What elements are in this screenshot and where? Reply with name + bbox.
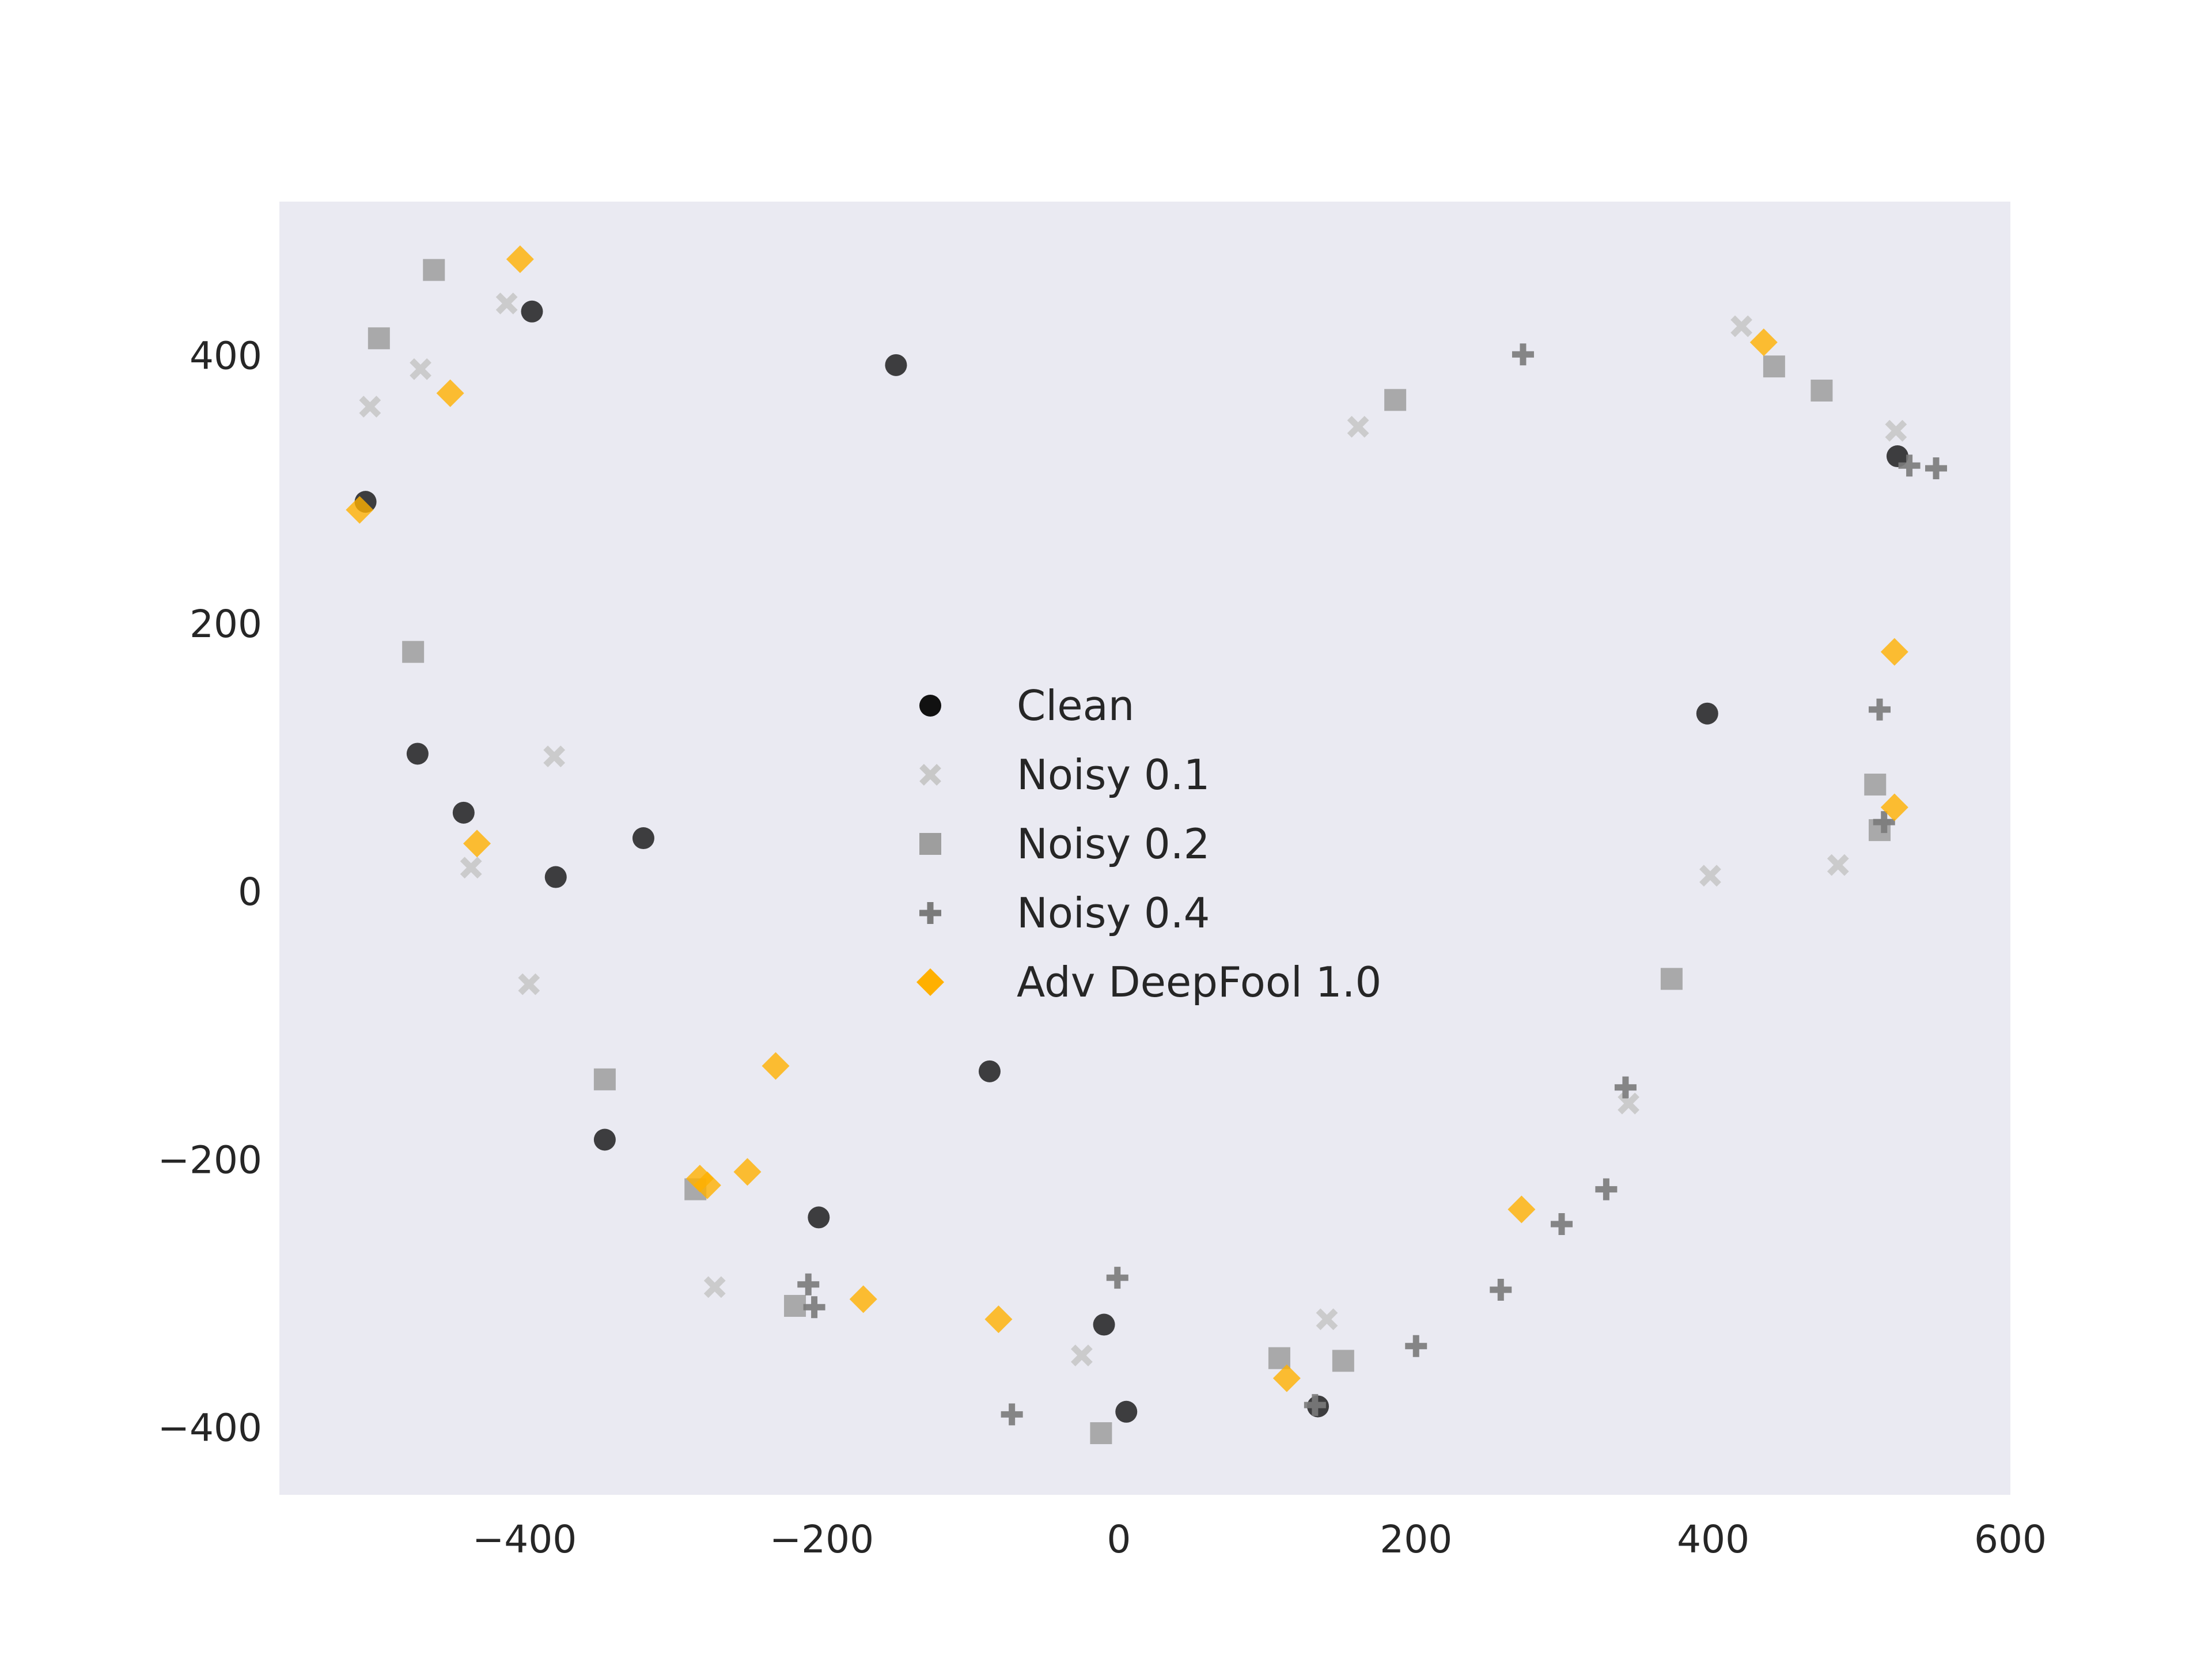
point-noisy-0-1 [359,396,381,418]
point-adv-deepfool-1-0 [1749,328,1778,357]
point-noisy-0-4 [1595,1178,1618,1200]
y-tick-label: 400 [190,334,262,378]
point-clean [1886,445,1908,468]
point-adv-deepfool-1-0 [463,830,491,858]
point-noisy-0-4 [1512,343,1534,366]
plot-area [279,202,2010,1495]
point-noisy-0-4 [1869,698,1891,721]
point-adv-deepfool-1-0 [1880,793,1908,821]
point-adv-deepfool-1-0 [1880,638,1908,666]
point-noisy-0-1 [1347,415,1369,438]
point-adv-deepfool-1-0 [984,1305,1013,1334]
point-adv-deepfool-1-0 [762,1052,790,1080]
point-noisy-0-1 [1885,419,1907,442]
point-noisy-0-4 [1898,454,1921,477]
point-noisy-0-2 [1090,1422,1112,1444]
point-adv-deepfool-1-0 [506,245,534,274]
point-noisy-0-4 [1925,457,1948,479]
point-noisy-0-4 [803,1296,825,1319]
point-noisy-0-2 [784,1294,806,1317]
point-clean [978,1060,1001,1082]
y-tick-label: −200 [158,1138,262,1182]
point-clean [544,866,567,888]
legend-label-adv-deepfool-1-0: Adv DeepFool 1.0 [1017,958,1381,1006]
point-noisy-0-2 [1864,773,1887,796]
point-noisy-0-4 [1873,811,1895,834]
legend-label-noisy-0-1: Noisy 0.1 [1017,751,1210,799]
legend: Clean Noisy 0.1 Noisy 0.2 Noisy 0.4 Adv Deep… [916,681,1381,1006]
point-noisy-0-4 [1106,1267,1128,1289]
point-noisy-0-1 [543,745,566,768]
y-tick-label: 200 [190,602,262,646]
point-noisy-0-1 [1730,315,1753,338]
point-noisy-0-2 [423,259,445,281]
point-noisy-0-1 [410,358,431,380]
point-clean [632,827,654,850]
point-noisy-0-4 [1490,1279,1512,1301]
point-clean [885,354,907,376]
y-tick-label: 0 [238,870,262,914]
x-axis-tick-labels: −400 −200 0 200 400 600 [472,1517,2047,1562]
point-noisy-0-4 [1304,1394,1326,1416]
point-noisy-0-1 [703,1276,726,1298]
point-noisy-0-1 [1699,865,1721,887]
point-noisy-0-2 [1332,1350,1354,1372]
point-noisy-0-1 [460,857,482,879]
point-clean [593,1128,616,1151]
point-noisy-0-1 [1827,854,1849,876]
y-axis-tick-labels: −400 −200 0 200 400 [158,334,262,1450]
x-tick-label: 200 [1380,1517,1452,1562]
point-noisy-0-2 [368,327,390,350]
legend-marker-adv-deepfool-1-0 [916,968,944,996]
point-noisy-0-1 [1316,1308,1338,1331]
point-adv-deepfool-1-0 [346,496,374,524]
point-noisy-0-2 [1660,968,1683,990]
x-tick-label: 600 [1974,1517,2047,1562]
legend-marker-noisy-0-2 [919,833,941,855]
point-noisy-0-4 [797,1273,820,1296]
point-adv-deepfool-1-0 [693,1171,721,1199]
point-noisy-0-4 [1001,1403,1023,1426]
point-adv-deepfool-1-0 [1272,1364,1301,1392]
point-adv-deepfool-1-0 [733,1158,762,1186]
point-noisy-0-2 [402,641,425,663]
point-clean [808,1206,830,1229]
point-clean [406,743,429,765]
legend-label-noisy-0-2: Noisy 0.2 [1017,820,1210,868]
y-tick-label: −400 [158,1406,262,1450]
legend-label-clean: Clean [1017,681,1134,730]
legend-marker-noisy-0-4 [919,902,941,924]
point-adv-deepfool-1-0 [849,1285,877,1313]
point-clean [1115,1400,1138,1423]
point-noisy-0-4 [1551,1213,1573,1236]
x-tick-label: 0 [1107,1517,1131,1562]
point-clean [1696,702,1718,725]
x-tick-label: 400 [1677,1517,1749,1562]
point-clean [452,801,475,824]
point-noisy-0-4 [1614,1076,1637,1099]
legend-marker-noisy-0-1 [919,764,941,786]
point-noisy-0-4 [1405,1335,1427,1357]
legend-label-noisy-0-4: Noisy 0.4 [1017,889,1210,937]
point-noisy-0-1 [518,973,540,995]
point-noisy-0-2 [1763,355,1785,378]
data-points [346,245,1948,1444]
point-noisy-0-2 [1810,380,1833,402]
point-clean [1093,1313,1115,1336]
legend-marker-clean [919,695,941,717]
point-noisy-0-1 [495,292,518,315]
x-tick-label: −200 [770,1517,874,1562]
point-noisy-0-2 [593,1068,616,1090]
point-adv-deepfool-1-0 [1508,1195,1536,1224]
point-adv-deepfool-1-0 [436,379,464,407]
point-noisy-0-1 [1070,1344,1093,1366]
point-clean [521,300,543,323]
point-noisy-0-2 [1384,389,1407,411]
x-tick-label: −400 [472,1517,577,1562]
